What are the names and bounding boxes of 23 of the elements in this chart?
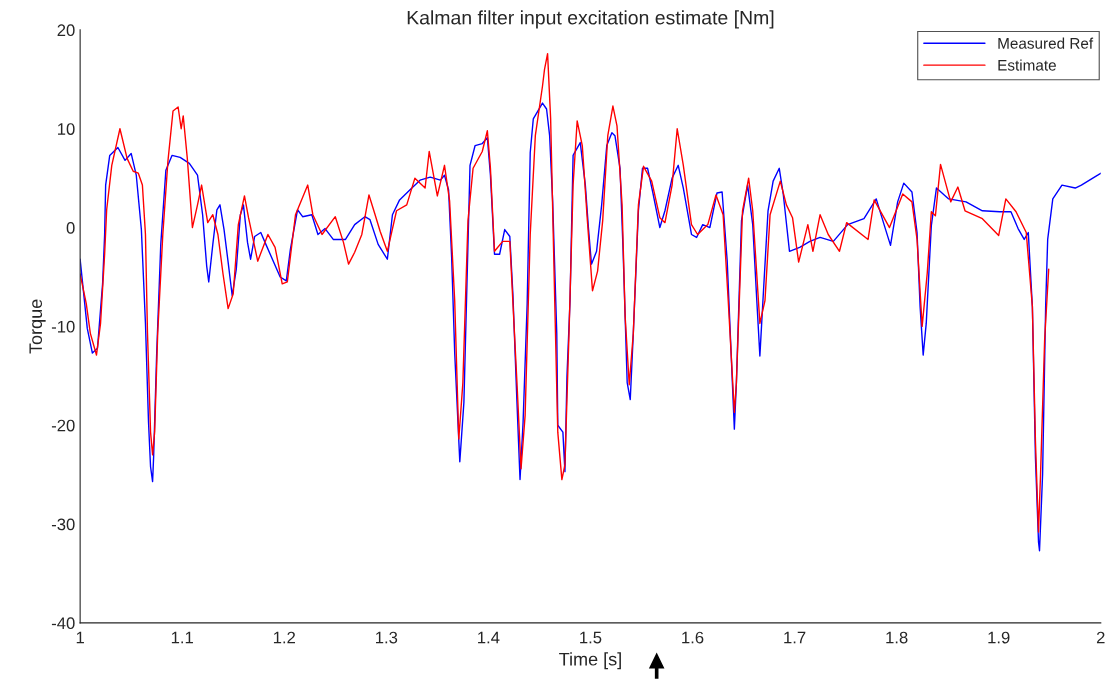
y-tick-label: -40 [51,617,75,630]
y-tick-label: -20 [51,419,75,432]
y-tick-label: 10 [58,123,75,135]
x-tick-label: 1.1 [171,631,193,644]
x-tick-label: 1.8 [886,631,908,644]
legend-label: Estimate [998,59,1056,71]
legend-label: Measured Ref [998,37,1094,49]
x-tick-label: 1 [76,631,84,644]
y-tick-label: 0 [66,221,75,234]
y-axis-title: Torque [29,299,46,354]
x-tick-label: 1.2 [273,631,296,644]
y-tick-label: -10 [51,320,75,333]
chart-title: Kalman filter input excitation estimate [Nm] [407,10,774,29]
x-tick-label: 1.3 [376,631,398,644]
x-tick-label: 1.4 [478,631,500,644]
x-axis-title: Time [s] [559,652,621,670]
x-tick-label: 1.7 [784,631,806,644]
y-tick-label: -30 [51,518,75,531]
x-tick-label: 1.5 [580,631,602,644]
x-tick-label: 2 [1096,631,1105,644]
x-tick-label: 1.6 [682,631,704,644]
y-tick-label: 20 [57,24,75,37]
x-tick-label: 1.9 [988,631,1010,644]
